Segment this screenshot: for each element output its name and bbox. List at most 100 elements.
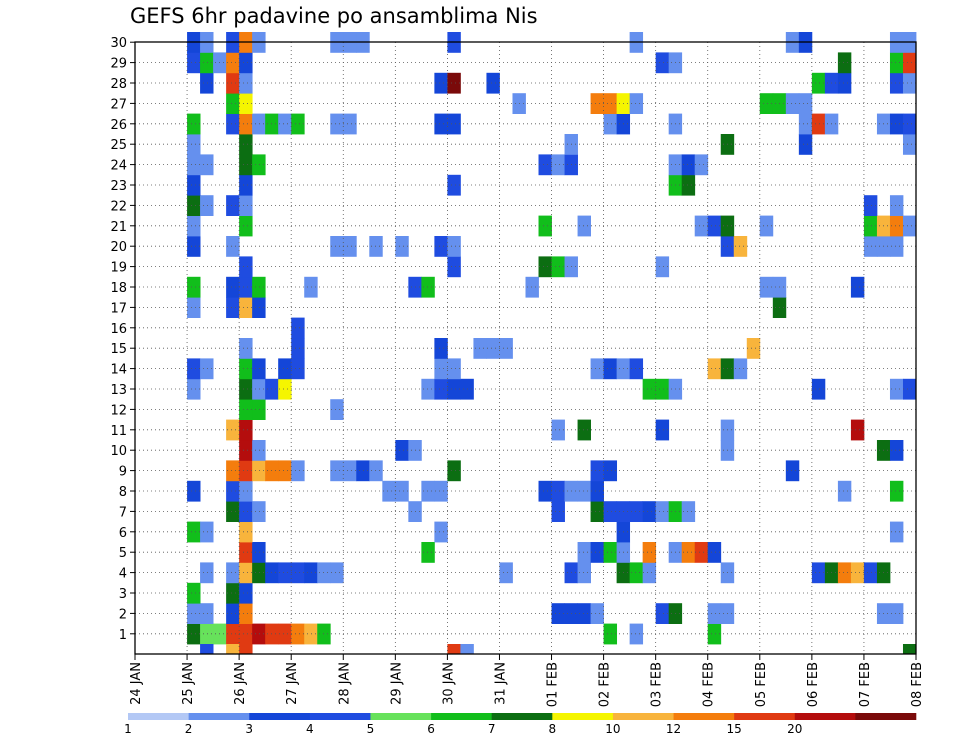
data-cell — [304, 623, 318, 645]
data-cell — [239, 93, 253, 114]
data-cell — [707, 623, 722, 645]
legend-label: 15 — [727, 722, 742, 736]
data-cell — [694, 154, 709, 176]
data-cell — [226, 276, 240, 298]
data-cell — [759, 276, 774, 298]
data-cell — [239, 378, 253, 400]
data-cell — [590, 501, 604, 522]
legend-label: 12 — [666, 722, 681, 736]
x-tick-label: 03 FEB — [650, 662, 665, 707]
data-cell — [226, 582, 240, 604]
data-cell — [486, 72, 500, 94]
x-tick-label: 08 FEB — [910, 662, 925, 707]
data-cell — [226, 644, 240, 655]
legend-swatch — [309, 713, 371, 720]
y-tick-label: 27 — [110, 97, 127, 112]
x-tick-label: 07 FEB — [858, 662, 873, 707]
data-cell — [187, 378, 201, 400]
data-cell — [226, 236, 240, 257]
y-tick-label: 30 — [110, 36, 127, 51]
data-cell — [226, 52, 240, 74]
data-cell — [291, 113, 305, 135]
data-cell — [798, 134, 813, 155]
data-cell — [252, 501, 266, 522]
data-cell — [447, 358, 461, 380]
data-cell — [226, 480, 240, 502]
data-cell — [577, 419, 591, 441]
data-cell — [499, 562, 513, 584]
x-tick-label: 27 JAN — [285, 662, 300, 705]
data-cell — [226, 501, 240, 522]
legend-label: 20 — [787, 722, 802, 736]
data-cell — [434, 521, 448, 543]
y-tick-label: 14 — [110, 363, 127, 378]
data-cell — [278, 358, 292, 380]
data-cell — [187, 52, 201, 74]
data-cell — [239, 623, 253, 645]
data-cell — [551, 154, 565, 176]
data-cell — [447, 72, 461, 94]
data-cell — [239, 52, 253, 74]
legend-label: 7 — [488, 722, 496, 736]
data-cell — [499, 338, 513, 359]
data-cell — [759, 93, 774, 114]
data-cell — [538, 154, 552, 176]
data-cell — [239, 276, 253, 298]
data-cell — [837, 72, 852, 94]
data-cell — [538, 480, 552, 502]
data-cell — [733, 358, 748, 380]
data-cell — [395, 480, 409, 502]
data-cell — [707, 603, 722, 624]
data-cell — [356, 460, 370, 482]
data-cell — [226, 72, 240, 94]
data-cell — [252, 154, 266, 176]
data-cell — [538, 256, 552, 278]
data-cell — [525, 276, 539, 298]
legend-swatch — [673, 713, 735, 720]
data-cell — [239, 113, 253, 135]
legend-label: 5 — [367, 722, 375, 736]
data-cell — [200, 623, 214, 645]
data-cell — [304, 276, 318, 298]
x-tick-label: 28 JAN — [337, 662, 352, 705]
x-tick-label: 02 FEB — [598, 662, 613, 707]
data-cell — [655, 52, 670, 74]
y-tick-label: 26 — [110, 118, 127, 133]
data-cell — [330, 460, 344, 482]
y-tick-label: 23 — [110, 179, 127, 194]
data-cell — [252, 460, 266, 482]
y-tick-label: 24 — [110, 159, 127, 174]
data-cell — [811, 113, 826, 135]
data-cell — [681, 174, 696, 196]
x-tick-label: 25 JAN — [181, 662, 196, 705]
data-cell — [655, 378, 670, 400]
data-cell — [850, 562, 865, 584]
data-cell — [681, 501, 696, 522]
legend-swatch — [370, 713, 432, 720]
data-cell — [291, 317, 305, 339]
data-cell — [187, 623, 201, 645]
y-tick-label: 10 — [110, 444, 127, 459]
data-cell — [902, 134, 917, 155]
data-cell — [447, 256, 461, 278]
data-cell — [603, 93, 618, 114]
data-cell — [369, 236, 383, 257]
data-cell — [707, 358, 722, 380]
data-cell — [889, 113, 904, 135]
data-cell — [655, 603, 670, 624]
data-cell — [642, 378, 657, 400]
data-cell — [187, 236, 201, 257]
data-cell — [239, 582, 253, 604]
data-cell — [694, 542, 709, 563]
data-cell — [629, 562, 644, 584]
data-cell — [200, 562, 214, 584]
y-tick-label: 1 — [119, 628, 127, 643]
data-cell — [551, 480, 565, 502]
data-cell — [200, 52, 214, 74]
data-cell — [187, 215, 201, 237]
data-cell — [226, 195, 240, 216]
data-cell — [603, 542, 618, 563]
data-cell — [239, 480, 253, 502]
data-cell — [187, 113, 201, 135]
